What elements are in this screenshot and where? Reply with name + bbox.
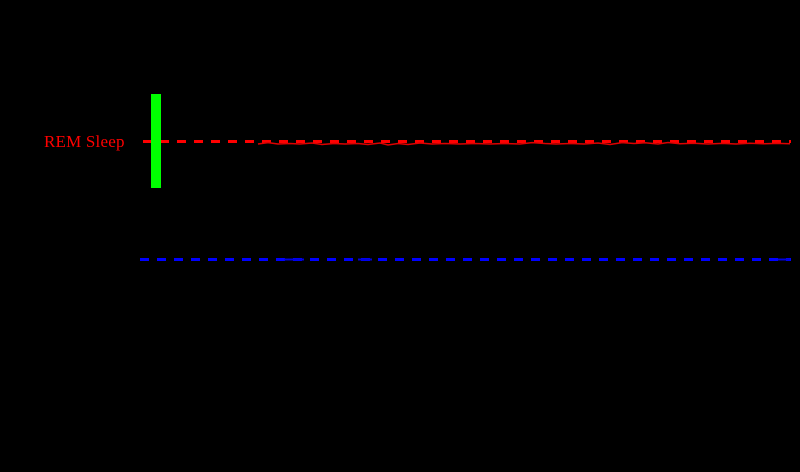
rem-sleep-label: REM Sleep — [44, 132, 125, 151]
rem-episode-bar — [151, 94, 161, 188]
rem-activity-trace — [257, 141, 791, 146]
